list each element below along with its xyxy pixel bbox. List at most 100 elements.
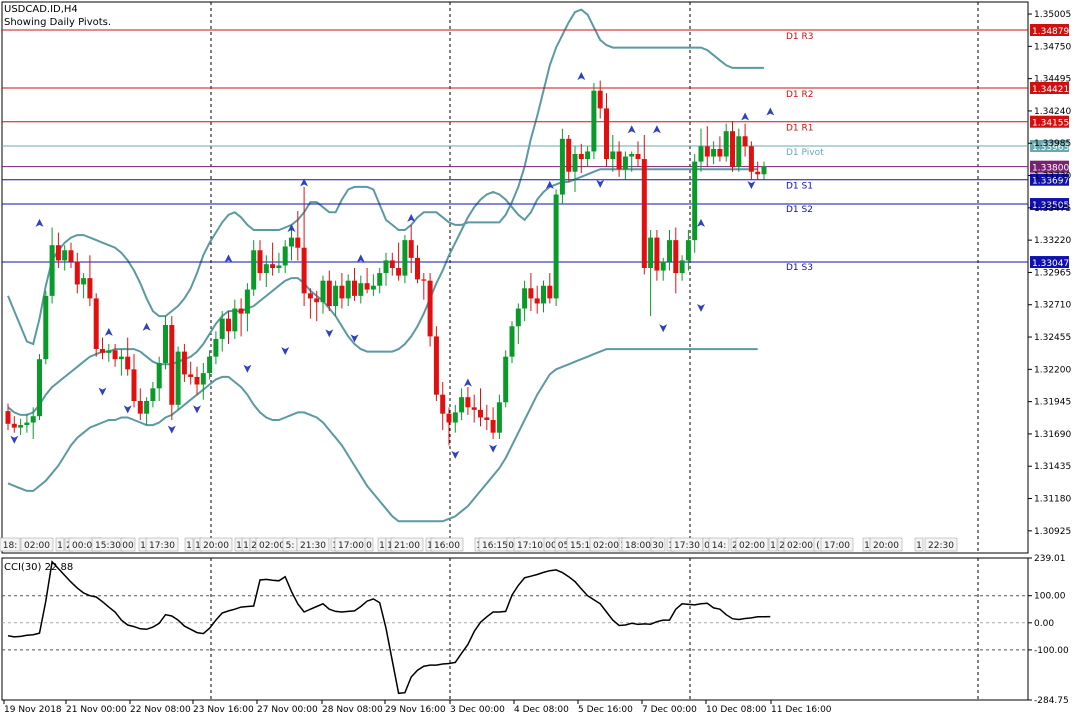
candle-body <box>547 285 553 299</box>
session-label-box <box>430 537 464 552</box>
session-label: 1 <box>427 541 433 551</box>
candle-body <box>68 250 74 262</box>
candle-body <box>295 237 301 248</box>
session-label: 1 <box>140 541 146 551</box>
session-label: 17:00 <box>338 541 364 551</box>
price-tag-text-d1-r3: 1.34879 <box>1032 27 1069 37</box>
candle-body <box>156 363 162 389</box>
fractal-up-icon <box>463 378 472 387</box>
candle-body <box>648 237 654 268</box>
session-label: 1 <box>770 541 776 551</box>
session-label: 17:30 <box>149 541 175 551</box>
pivot-lines: D1 R3 1.34879 D1 R2 1.34421 D1 R1 1.34155 D1 P… <box>2 23 1069 273</box>
session-label-box <box>55 537 65 552</box>
candle-body <box>307 293 313 299</box>
candle-body <box>238 308 244 314</box>
candle-body <box>163 325 168 363</box>
price-tag-d1-r3 <box>1030 23 1069 36</box>
chart-subtitle: Showing Daily Pivots. <box>4 17 111 28</box>
fractal-up-icon <box>697 218 705 227</box>
candle-body <box>742 136 748 147</box>
session-label: 1 <box>186 541 192 551</box>
candle-body <box>106 350 112 353</box>
session-label-box <box>768 537 778 552</box>
y-tick-label: 1.33220 <box>1034 236 1071 246</box>
session-label: 1 <box>236 541 242 551</box>
fractal-up-icon <box>287 224 296 232</box>
candle-body <box>591 90 597 152</box>
candle-body <box>572 154 578 172</box>
candle-body <box>578 154 584 160</box>
bollinger-upper-line <box>7 8 764 346</box>
candle-body <box>333 285 339 306</box>
price-tag-d1-s3 <box>1030 256 1069 269</box>
candle-body <box>74 261 80 285</box>
candle-body <box>194 376 200 385</box>
candle-body <box>698 146 704 162</box>
candle-body <box>610 151 616 160</box>
candle-body <box>408 240 414 258</box>
candle-body <box>478 409 483 418</box>
candle-body <box>541 285 546 304</box>
candle-body <box>352 280 357 296</box>
session-label: 18:00 <box>625 541 651 551</box>
candle-body <box>635 154 641 160</box>
session-label: 00 <box>545 541 557 551</box>
session-label-box <box>650 537 666 552</box>
session-label: 17:30 <box>674 541 700 551</box>
candle-body <box>30 416 36 423</box>
candle-body <box>761 166 767 175</box>
price-tag-text-d1-r1: 1.34155 <box>1032 119 1069 129</box>
candle-body <box>181 351 187 375</box>
candle-body <box>396 268 402 276</box>
fractal-up-icon <box>652 125 661 134</box>
session-label: 05: <box>558 541 572 551</box>
candle-body <box>188 374 194 377</box>
candle-body <box>566 138 572 172</box>
fractal-down-icon <box>325 329 334 338</box>
candle-body <box>314 298 320 303</box>
session-label: 30 <box>652 541 664 551</box>
candle-body <box>459 397 465 413</box>
fractal-down-icon <box>193 405 201 414</box>
current-price-text: 1.33800 <box>1032 164 1069 174</box>
fractal-up-icon <box>224 254 233 263</box>
candle-body <box>415 257 420 280</box>
x-tick-label: 29 Nov 16:00 <box>385 705 446 715</box>
candle-body <box>301 247 307 294</box>
candle-body <box>509 326 515 357</box>
candle-body <box>673 240 679 274</box>
pivot-label-d1-r1: D1 R1 <box>786 124 814 134</box>
fractal-up-icon <box>300 178 309 187</box>
session-label-box <box>735 537 769 552</box>
session-label-box <box>820 537 854 552</box>
candle-body <box>585 151 591 160</box>
session-label: 1 <box>916 541 922 551</box>
candle-body <box>43 295 49 360</box>
session-label: 0 <box>704 541 710 551</box>
y-tick-label: 1.34750 <box>1034 42 1071 52</box>
candle-body <box>100 349 105 353</box>
candle-body <box>112 350 118 360</box>
session-label: 16:00 <box>434 541 460 551</box>
candle-body <box>377 273 383 286</box>
candle-body <box>736 136 742 167</box>
session-label: 02:00 <box>24 541 50 551</box>
candle-body <box>276 265 282 268</box>
candle-body <box>175 351 181 405</box>
session-label: 1 <box>243 541 249 551</box>
candle-body <box>37 359 42 417</box>
candle-body <box>358 283 364 296</box>
candle-body <box>219 318 225 339</box>
session-label-box <box>708 537 730 552</box>
candle-body <box>55 245 61 261</box>
y-tick-label: 1.35005 <box>1034 10 1071 20</box>
candle-body <box>137 401 143 414</box>
y-tick-label: 1.32710 <box>1034 301 1071 311</box>
session-labels: 18:02:001200:0015:3000117:301120:0011202… <box>0 537 958 552</box>
candle-body <box>755 171 761 175</box>
session-label: 21:30 <box>300 541 326 551</box>
candle-body <box>11 423 17 428</box>
price-tag-text-d1-s3: 1.33047 <box>1032 259 1069 269</box>
cci-panel-frame <box>1 557 1029 701</box>
